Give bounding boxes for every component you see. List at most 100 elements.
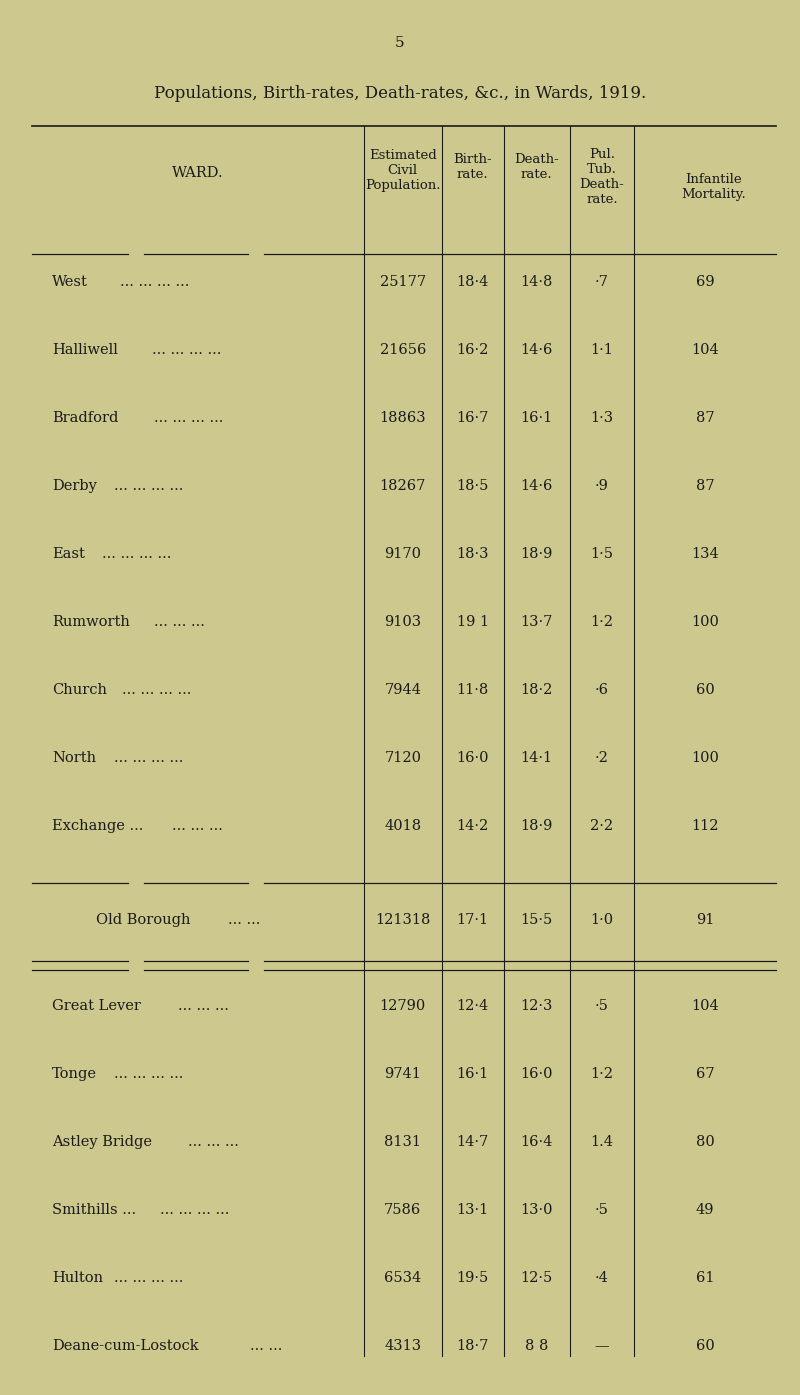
Text: ... ... ... ...: ... ... ... ... xyxy=(102,547,172,561)
Text: 104: 104 xyxy=(691,343,719,357)
Text: ... ... ... ...: ... ... ... ... xyxy=(154,412,223,425)
Text: ·9: ·9 xyxy=(595,478,609,492)
Text: Deane-cum-Lostock: Deane-cum-Lostock xyxy=(52,1339,198,1353)
Text: 14·8: 14·8 xyxy=(521,275,553,289)
Text: 16·1: 16·1 xyxy=(457,1067,489,1081)
Text: 16·7: 16·7 xyxy=(457,412,489,425)
Text: ... ... ... ...: ... ... ... ... xyxy=(160,1204,230,1218)
Text: 21656: 21656 xyxy=(380,343,426,357)
Text: 18·9: 18·9 xyxy=(521,547,553,561)
Text: Hulton: Hulton xyxy=(52,1271,103,1285)
Text: ... ...: ... ... xyxy=(250,1339,282,1353)
Text: 14·7: 14·7 xyxy=(457,1136,489,1149)
Text: Church: Church xyxy=(52,684,107,698)
Text: Smithills ...: Smithills ... xyxy=(52,1204,136,1218)
Text: 16·1: 16·1 xyxy=(521,412,553,425)
Text: Death-
rate.: Death- rate. xyxy=(514,153,559,181)
Text: ·6: ·6 xyxy=(595,684,609,698)
Text: Rumworth: Rumworth xyxy=(52,615,130,629)
Text: 18·3: 18·3 xyxy=(457,547,489,561)
Text: ·5: ·5 xyxy=(595,999,609,1013)
Text: 19 1: 19 1 xyxy=(457,615,489,629)
Text: 80: 80 xyxy=(696,1136,714,1149)
Text: 1·2: 1·2 xyxy=(590,1067,614,1081)
Text: 12·4: 12·4 xyxy=(457,999,489,1013)
Text: 16·4: 16·4 xyxy=(521,1136,553,1149)
Text: 9170: 9170 xyxy=(384,547,422,561)
Text: 4313: 4313 xyxy=(384,1339,422,1353)
Text: ·4: ·4 xyxy=(595,1271,609,1285)
Text: 14·1: 14·1 xyxy=(521,752,553,766)
Text: 100: 100 xyxy=(691,615,719,629)
Text: ... ... ... ...: ... ... ... ... xyxy=(152,343,222,357)
Text: 14·2: 14·2 xyxy=(457,819,489,833)
Text: 18·2: 18·2 xyxy=(521,684,553,698)
Text: 16·0: 16·0 xyxy=(457,752,489,766)
Text: 2·2: 2·2 xyxy=(590,819,614,833)
Text: 15·5: 15·5 xyxy=(521,912,553,926)
Text: 1·3: 1·3 xyxy=(590,412,614,425)
Text: 87: 87 xyxy=(696,412,714,425)
Text: 18·5: 18·5 xyxy=(457,478,489,492)
Text: North: North xyxy=(52,752,96,766)
Text: 18·9: 18·9 xyxy=(521,819,553,833)
Text: 19·5: 19·5 xyxy=(457,1271,489,1285)
Text: ... ... ...: ... ... ... xyxy=(178,999,229,1013)
Text: Astley Bridge: Astley Bridge xyxy=(52,1136,152,1149)
Text: 1·1: 1·1 xyxy=(590,343,614,357)
Text: ... ... ...: ... ... ... xyxy=(172,819,223,833)
Text: Halliwell: Halliwell xyxy=(52,343,118,357)
Text: 14·6: 14·6 xyxy=(521,478,553,492)
Text: ... ...: ... ... xyxy=(228,912,260,926)
Text: Great Lever: Great Lever xyxy=(52,999,141,1013)
Text: 104: 104 xyxy=(691,999,719,1013)
Text: 1·0: 1·0 xyxy=(590,912,614,926)
Text: 16·0: 16·0 xyxy=(521,1067,553,1081)
Text: 17·1: 17·1 xyxy=(457,912,489,926)
Text: ... ... ... ...: ... ... ... ... xyxy=(114,1067,184,1081)
Text: 12·3: 12·3 xyxy=(521,999,553,1013)
Text: 134: 134 xyxy=(691,547,719,561)
Text: 8131: 8131 xyxy=(384,1136,422,1149)
Text: 13·1: 13·1 xyxy=(457,1204,489,1218)
Text: ... ... ...: ... ... ... xyxy=(188,1136,239,1149)
Text: 11·8: 11·8 xyxy=(457,684,489,698)
Text: East: East xyxy=(52,547,85,561)
Text: 18863: 18863 xyxy=(379,412,426,425)
Text: 12790: 12790 xyxy=(380,999,426,1013)
Text: ... ... ... ...: ... ... ... ... xyxy=(114,1271,184,1285)
Text: 8 8: 8 8 xyxy=(525,1339,549,1353)
Text: 13·0: 13·0 xyxy=(521,1204,553,1218)
Text: WARD.: WARD. xyxy=(172,166,224,180)
Text: 1·2: 1·2 xyxy=(590,615,614,629)
Text: 18267: 18267 xyxy=(380,478,426,492)
Text: ·5: ·5 xyxy=(595,1204,609,1218)
Text: 60: 60 xyxy=(696,1339,714,1353)
Text: 91: 91 xyxy=(696,912,714,926)
Text: —: — xyxy=(594,1339,610,1353)
Text: 121318: 121318 xyxy=(375,912,430,926)
Text: 6534: 6534 xyxy=(384,1271,422,1285)
Text: 7120: 7120 xyxy=(384,752,422,766)
Text: ·2: ·2 xyxy=(595,752,609,766)
Text: 5: 5 xyxy=(395,36,405,50)
Text: 61: 61 xyxy=(696,1271,714,1285)
Text: 25177: 25177 xyxy=(380,275,426,289)
Text: 69: 69 xyxy=(696,275,714,289)
Text: 87: 87 xyxy=(696,478,714,492)
Text: 12·5: 12·5 xyxy=(521,1271,553,1285)
Text: Derby: Derby xyxy=(52,478,97,492)
Text: 4018: 4018 xyxy=(384,819,422,833)
Text: 18·7: 18·7 xyxy=(457,1339,489,1353)
Text: 112: 112 xyxy=(691,819,719,833)
Text: ... ... ... ...: ... ... ... ... xyxy=(120,275,190,289)
Text: Exchange ...: Exchange ... xyxy=(52,819,143,833)
Text: West: West xyxy=(52,275,88,289)
Text: 67: 67 xyxy=(696,1067,714,1081)
Text: 14·6: 14·6 xyxy=(521,343,553,357)
Text: 60: 60 xyxy=(696,684,714,698)
Text: ... ... ... ...: ... ... ... ... xyxy=(114,752,184,766)
Text: Estimated
Civil
Population.: Estimated Civil Population. xyxy=(365,149,441,191)
Text: 7586: 7586 xyxy=(384,1204,422,1218)
Text: ... ... ... ...: ... ... ... ... xyxy=(114,478,184,492)
